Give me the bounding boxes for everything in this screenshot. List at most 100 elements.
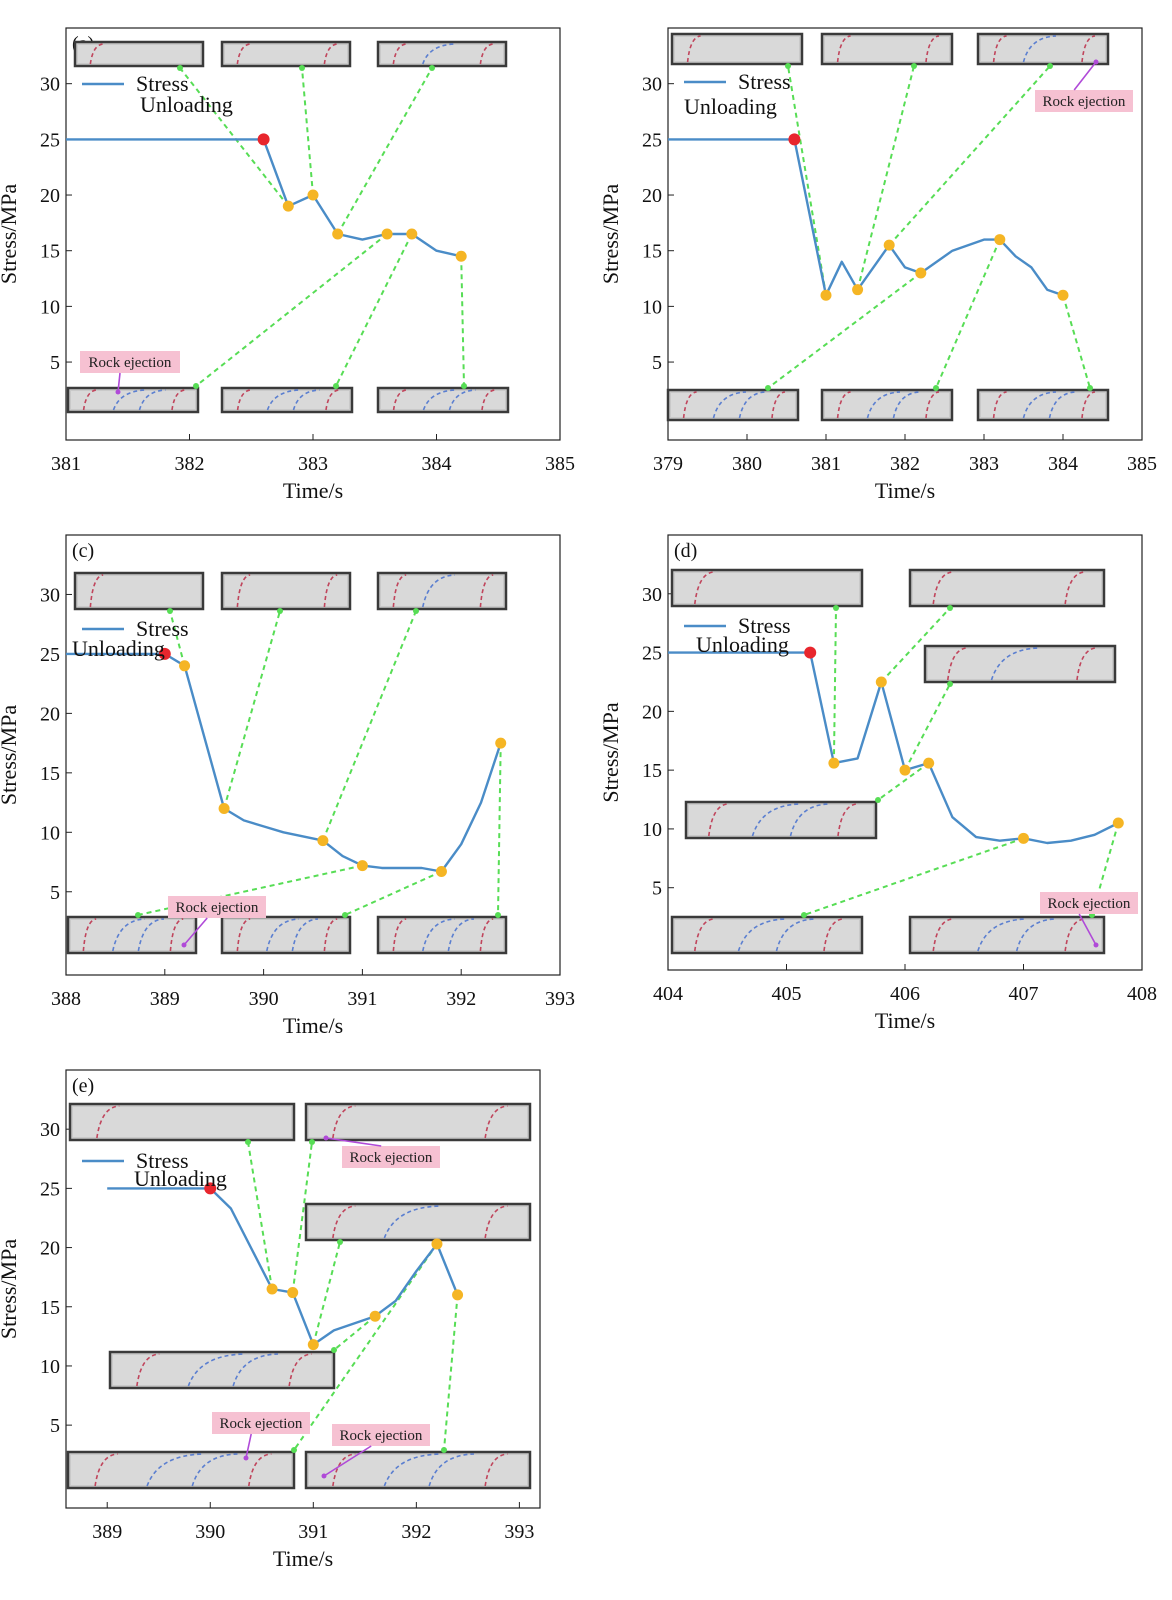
y-tick-label: 30: [40, 1119, 60, 1141]
panel-label: (d): [674, 540, 697, 562]
rock-ejection-pointer-tip: [1093, 942, 1099, 948]
state-arrow-head: [765, 385, 771, 391]
crack-red: [823, 918, 844, 952]
crack-red: [484, 1205, 508, 1239]
x-tick-label: 382: [175, 453, 205, 475]
crack-blue: [422, 574, 455, 608]
state-arrow-head: [947, 605, 953, 611]
state-point: [820, 289, 832, 301]
y-tick-label: 15: [40, 1297, 60, 1319]
crack-image-surface: [225, 45, 347, 63]
x-tick-label: 406: [890, 983, 920, 1005]
crack-blue: [422, 389, 457, 411]
state-arrow-head: [801, 912, 807, 918]
y-axis-label: Stress/MPa: [598, 702, 623, 802]
state-point: [923, 757, 935, 769]
state-arrow: [293, 1243, 438, 1451]
state-arrow-head: [461, 383, 467, 389]
crack-red: [694, 571, 714, 605]
crack-red: [236, 918, 251, 952]
crack-image: [66, 1450, 296, 1490]
crack-image: [68, 1102, 296, 1142]
state-arrow: [1091, 822, 1120, 916]
crack-image: [820, 388, 954, 422]
crack-red: [288, 1353, 312, 1387]
state-point: [381, 228, 393, 240]
crack-image: [820, 32, 954, 66]
crack-blue: [977, 918, 1027, 952]
crack-blue: [383, 1453, 441, 1487]
state-arrow-head: [933, 385, 939, 391]
crack-image: [670, 32, 804, 66]
state-arrow: [247, 1141, 274, 1290]
state-point: [282, 200, 294, 212]
crack-red: [1076, 647, 1097, 681]
panel-d: 5 10 15 20 25 30 404 405 406 407 408 Time/s Stress/M…: [598, 534, 1157, 1033]
y-tick-label: 20: [642, 701, 662, 723]
state-arrow: [223, 610, 281, 809]
stress-line: [66, 652, 502, 873]
crack-image-surface: [113, 1355, 331, 1385]
crack-red: [947, 647, 967, 681]
rock-ejection-pointer-tip: [115, 389, 121, 395]
crack-image: [670, 915, 864, 955]
unloading-label: Unloading: [140, 92, 233, 117]
y-tick-label: 30: [40, 74, 60, 96]
crack-image-surface: [309, 1455, 527, 1485]
crack-red: [392, 389, 407, 411]
crack-image: [66, 386, 200, 414]
x-tick-label: 381: [51, 453, 81, 475]
state-point: [179, 660, 191, 672]
crack-red: [682, 391, 697, 419]
state-arrow: [336, 67, 433, 235]
y-tick-label: 10: [40, 296, 60, 318]
x-tick-label: 380: [732, 453, 762, 475]
crack-red: [392, 918, 407, 952]
y-tick-label: 20: [40, 703, 60, 725]
state-point: [307, 189, 319, 201]
crack-image: [220, 915, 352, 955]
y-tick-label: 30: [642, 74, 662, 96]
rock-ejection-box: [1040, 892, 1138, 914]
rock-ejection-pointer-tip: [181, 942, 187, 948]
rock-ejection-label: Rock ejection: [176, 900, 259, 916]
crack-red: [82, 389, 97, 411]
crack-blue: [191, 1453, 238, 1487]
y-tick-label: 25: [40, 1178, 60, 1200]
unloading-label: Unloading: [684, 94, 777, 119]
crack-red: [323, 43, 338, 65]
state-arrow: [344, 870, 442, 916]
x-tick-label: 390: [249, 988, 279, 1010]
crack-image-surface: [825, 37, 949, 61]
state-arrow: [179, 67, 290, 207]
panel-a: 5 10 15 20 25 30 381 382 383 384 385 Time/s Stress/M…: [0, 27, 575, 503]
panel-b: 5 10 15 20 25 30 379 380 381 382 383 384 385 Time/s St…: [598, 27, 1157, 503]
state-arrow-head: [875, 797, 881, 803]
crack-blue: [751, 803, 801, 837]
state-arrow-head: [135, 912, 141, 918]
x-tick-label: 389: [150, 988, 180, 1010]
crack-red: [171, 389, 186, 411]
rock-ejection-pointer: [1073, 61, 1097, 91]
crack-image: [976, 388, 1110, 422]
crack-image-surface: [71, 391, 195, 409]
crack-image-surface: [913, 920, 1101, 950]
plot-frame: [65, 1069, 541, 1509]
state-point: [307, 1339, 319, 1351]
crack-red: [686, 35, 701, 63]
x-tick-label: 404: [653, 983, 683, 1005]
crack-image-surface: [71, 1455, 291, 1485]
crack-blue: [1022, 391, 1057, 419]
state-arrow-head: [167, 608, 173, 614]
state-arrow-head: [337, 1239, 343, 1245]
crack-image: [376, 571, 508, 611]
crack-image-surface: [981, 393, 1105, 417]
crack-image: [108, 1350, 336, 1390]
crack-image-surface: [381, 576, 503, 606]
state-point: [875, 676, 887, 688]
state-point: [883, 239, 895, 251]
crack-red: [236, 43, 251, 65]
x-tick-label: 392: [446, 988, 476, 1010]
crack-blue: [422, 43, 455, 65]
x-tick-label: 388: [51, 988, 81, 1010]
